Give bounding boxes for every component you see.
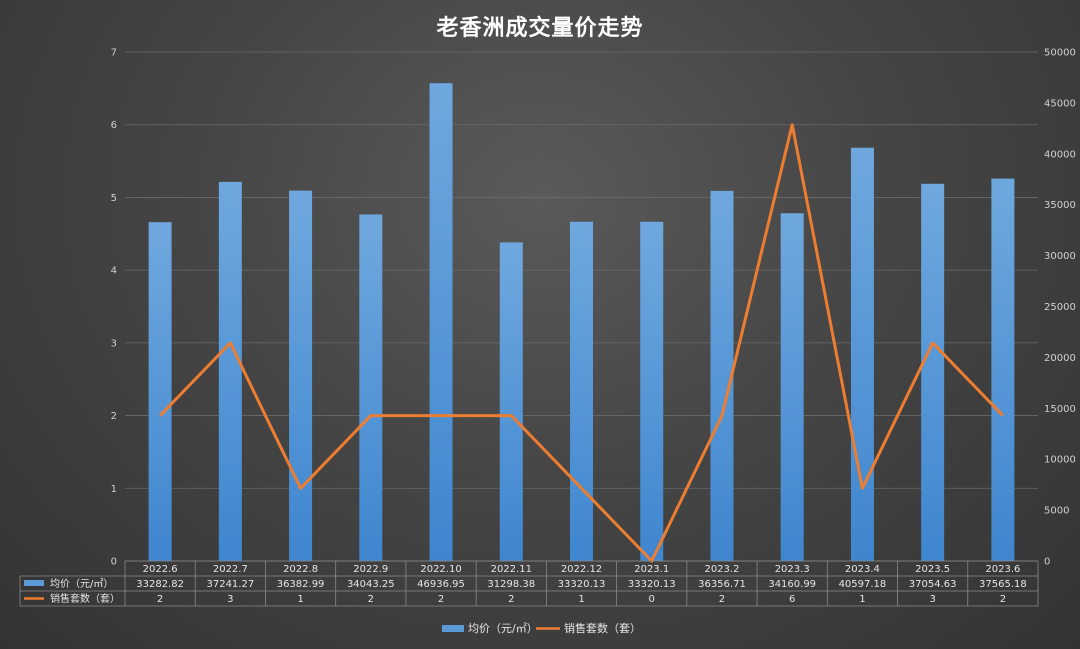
left-tick-label: 5 bbox=[111, 193, 117, 204]
left-tick-label: 1 bbox=[111, 484, 117, 495]
data-table: 2022.6 2022.7 2022.8 2022.9 2022.10 2022.11 20… bbox=[19, 560, 1039, 607]
table-legend-key bbox=[24, 580, 44, 586]
bar bbox=[289, 190, 313, 561]
left-tick-label: 7 bbox=[111, 48, 117, 59]
bar bbox=[710, 190, 734, 562]
bar bbox=[429, 83, 453, 561]
table-series-name: 均价（元/㎡） bbox=[50, 578, 113, 590]
right-tick-label: 10000 bbox=[1044, 455, 1076, 466]
data-label: 2 bbox=[719, 594, 725, 605]
data-label: 33282.82 bbox=[136, 579, 184, 590]
data-label: 40597.18 bbox=[839, 579, 887, 590]
category-label: 2023.2 bbox=[704, 564, 739, 575]
category-label: 2023.5 bbox=[915, 564, 950, 575]
data-label: 1 bbox=[578, 594, 584, 605]
category-label: 2022.7 bbox=[213, 564, 248, 575]
data-label: 1 bbox=[859, 594, 865, 605]
left-tick-label: 0 bbox=[111, 557, 117, 568]
right-tick-label: 5000 bbox=[1044, 506, 1069, 517]
data-label: 0 bbox=[649, 594, 655, 605]
bar bbox=[640, 221, 664, 561]
right-tick-label: 35000 bbox=[1044, 200, 1076, 211]
left-tick-label: 4 bbox=[111, 266, 117, 277]
data-label: 1 bbox=[297, 594, 303, 605]
bar bbox=[359, 214, 383, 562]
category-label: 2023.1 bbox=[634, 564, 669, 575]
bar bbox=[850, 147, 874, 561]
data-label: 37054.63 bbox=[909, 579, 957, 590]
right-tick-label: 15000 bbox=[1044, 404, 1076, 415]
data-label: 2 bbox=[368, 594, 374, 605]
category-label: 2023.6 bbox=[985, 564, 1020, 575]
bar bbox=[148, 222, 172, 561]
chart-title: 老香洲成交量价走势 bbox=[436, 16, 644, 41]
data-label: 37565.18 bbox=[979, 579, 1027, 590]
right-axis: 0 5000 10000 15000 20000 25000 30000 35000 40000… bbox=[1044, 48, 1076, 568]
legend-key-bar bbox=[442, 625, 464, 632]
category-label: 2022.12 bbox=[561, 564, 602, 575]
right-tick-label: 50000 bbox=[1044, 48, 1076, 59]
category-label: 2023.4 bbox=[845, 564, 880, 575]
data-label: 33320.13 bbox=[628, 579, 676, 590]
legend-label: 销售套数（套） bbox=[564, 621, 641, 635]
data-label: 2 bbox=[157, 594, 163, 605]
data-label: 36356.71 bbox=[698, 579, 746, 590]
bar bbox=[780, 213, 804, 561]
data-label: 33320.13 bbox=[558, 579, 606, 590]
data-label: 36382.99 bbox=[277, 579, 325, 590]
left-tick-label: 2 bbox=[111, 411, 117, 422]
left-tick-label: 3 bbox=[111, 338, 117, 349]
bar bbox=[921, 183, 945, 561]
right-tick-label: 45000 bbox=[1044, 98, 1076, 109]
left-tick-label: 6 bbox=[111, 120, 117, 131]
data-label: 2 bbox=[508, 594, 514, 605]
data-label: 3 bbox=[929, 594, 935, 605]
right-tick-label: 40000 bbox=[1044, 149, 1076, 160]
bar bbox=[570, 221, 593, 561]
data-label: 6 bbox=[789, 594, 795, 605]
bar bbox=[991, 178, 1015, 561]
category-label: 2022.10 bbox=[420, 564, 461, 575]
left-axis: 0 1 2 3 4 5 6 7 bbox=[111, 48, 117, 568]
right-tick-label: 25000 bbox=[1044, 302, 1076, 313]
right-tick-label: 30000 bbox=[1044, 251, 1076, 262]
category-label: 2022.11 bbox=[491, 564, 532, 575]
data-label: 34043.25 bbox=[347, 579, 395, 590]
data-label: 2 bbox=[438, 594, 444, 605]
right-tick-label: 20000 bbox=[1044, 353, 1076, 364]
bar bbox=[218, 181, 242, 562]
category-label: 2022.6 bbox=[143, 564, 178, 575]
data-label: 34160.99 bbox=[768, 579, 816, 590]
legend-label: 均价（元/㎡） bbox=[468, 622, 538, 635]
data-label: 2 bbox=[1000, 594, 1006, 605]
category-label: 2022.9 bbox=[353, 564, 388, 575]
category-label: 2023.3 bbox=[775, 564, 810, 575]
data-label: 46936.95 bbox=[417, 579, 465, 590]
data-label: 37241.27 bbox=[206, 579, 254, 590]
data-label: 3 bbox=[227, 594, 233, 605]
bar bbox=[499, 242, 523, 561]
table-series-name: 销售套数（套） bbox=[50, 592, 120, 605]
category-label: 2022.8 bbox=[283, 564, 318, 575]
right-tick-label: 0 bbox=[1044, 557, 1050, 568]
data-label: 31298.38 bbox=[487, 579, 535, 590]
legend: 均价（元/㎡） 销售套数（套） bbox=[442, 621, 641, 635]
